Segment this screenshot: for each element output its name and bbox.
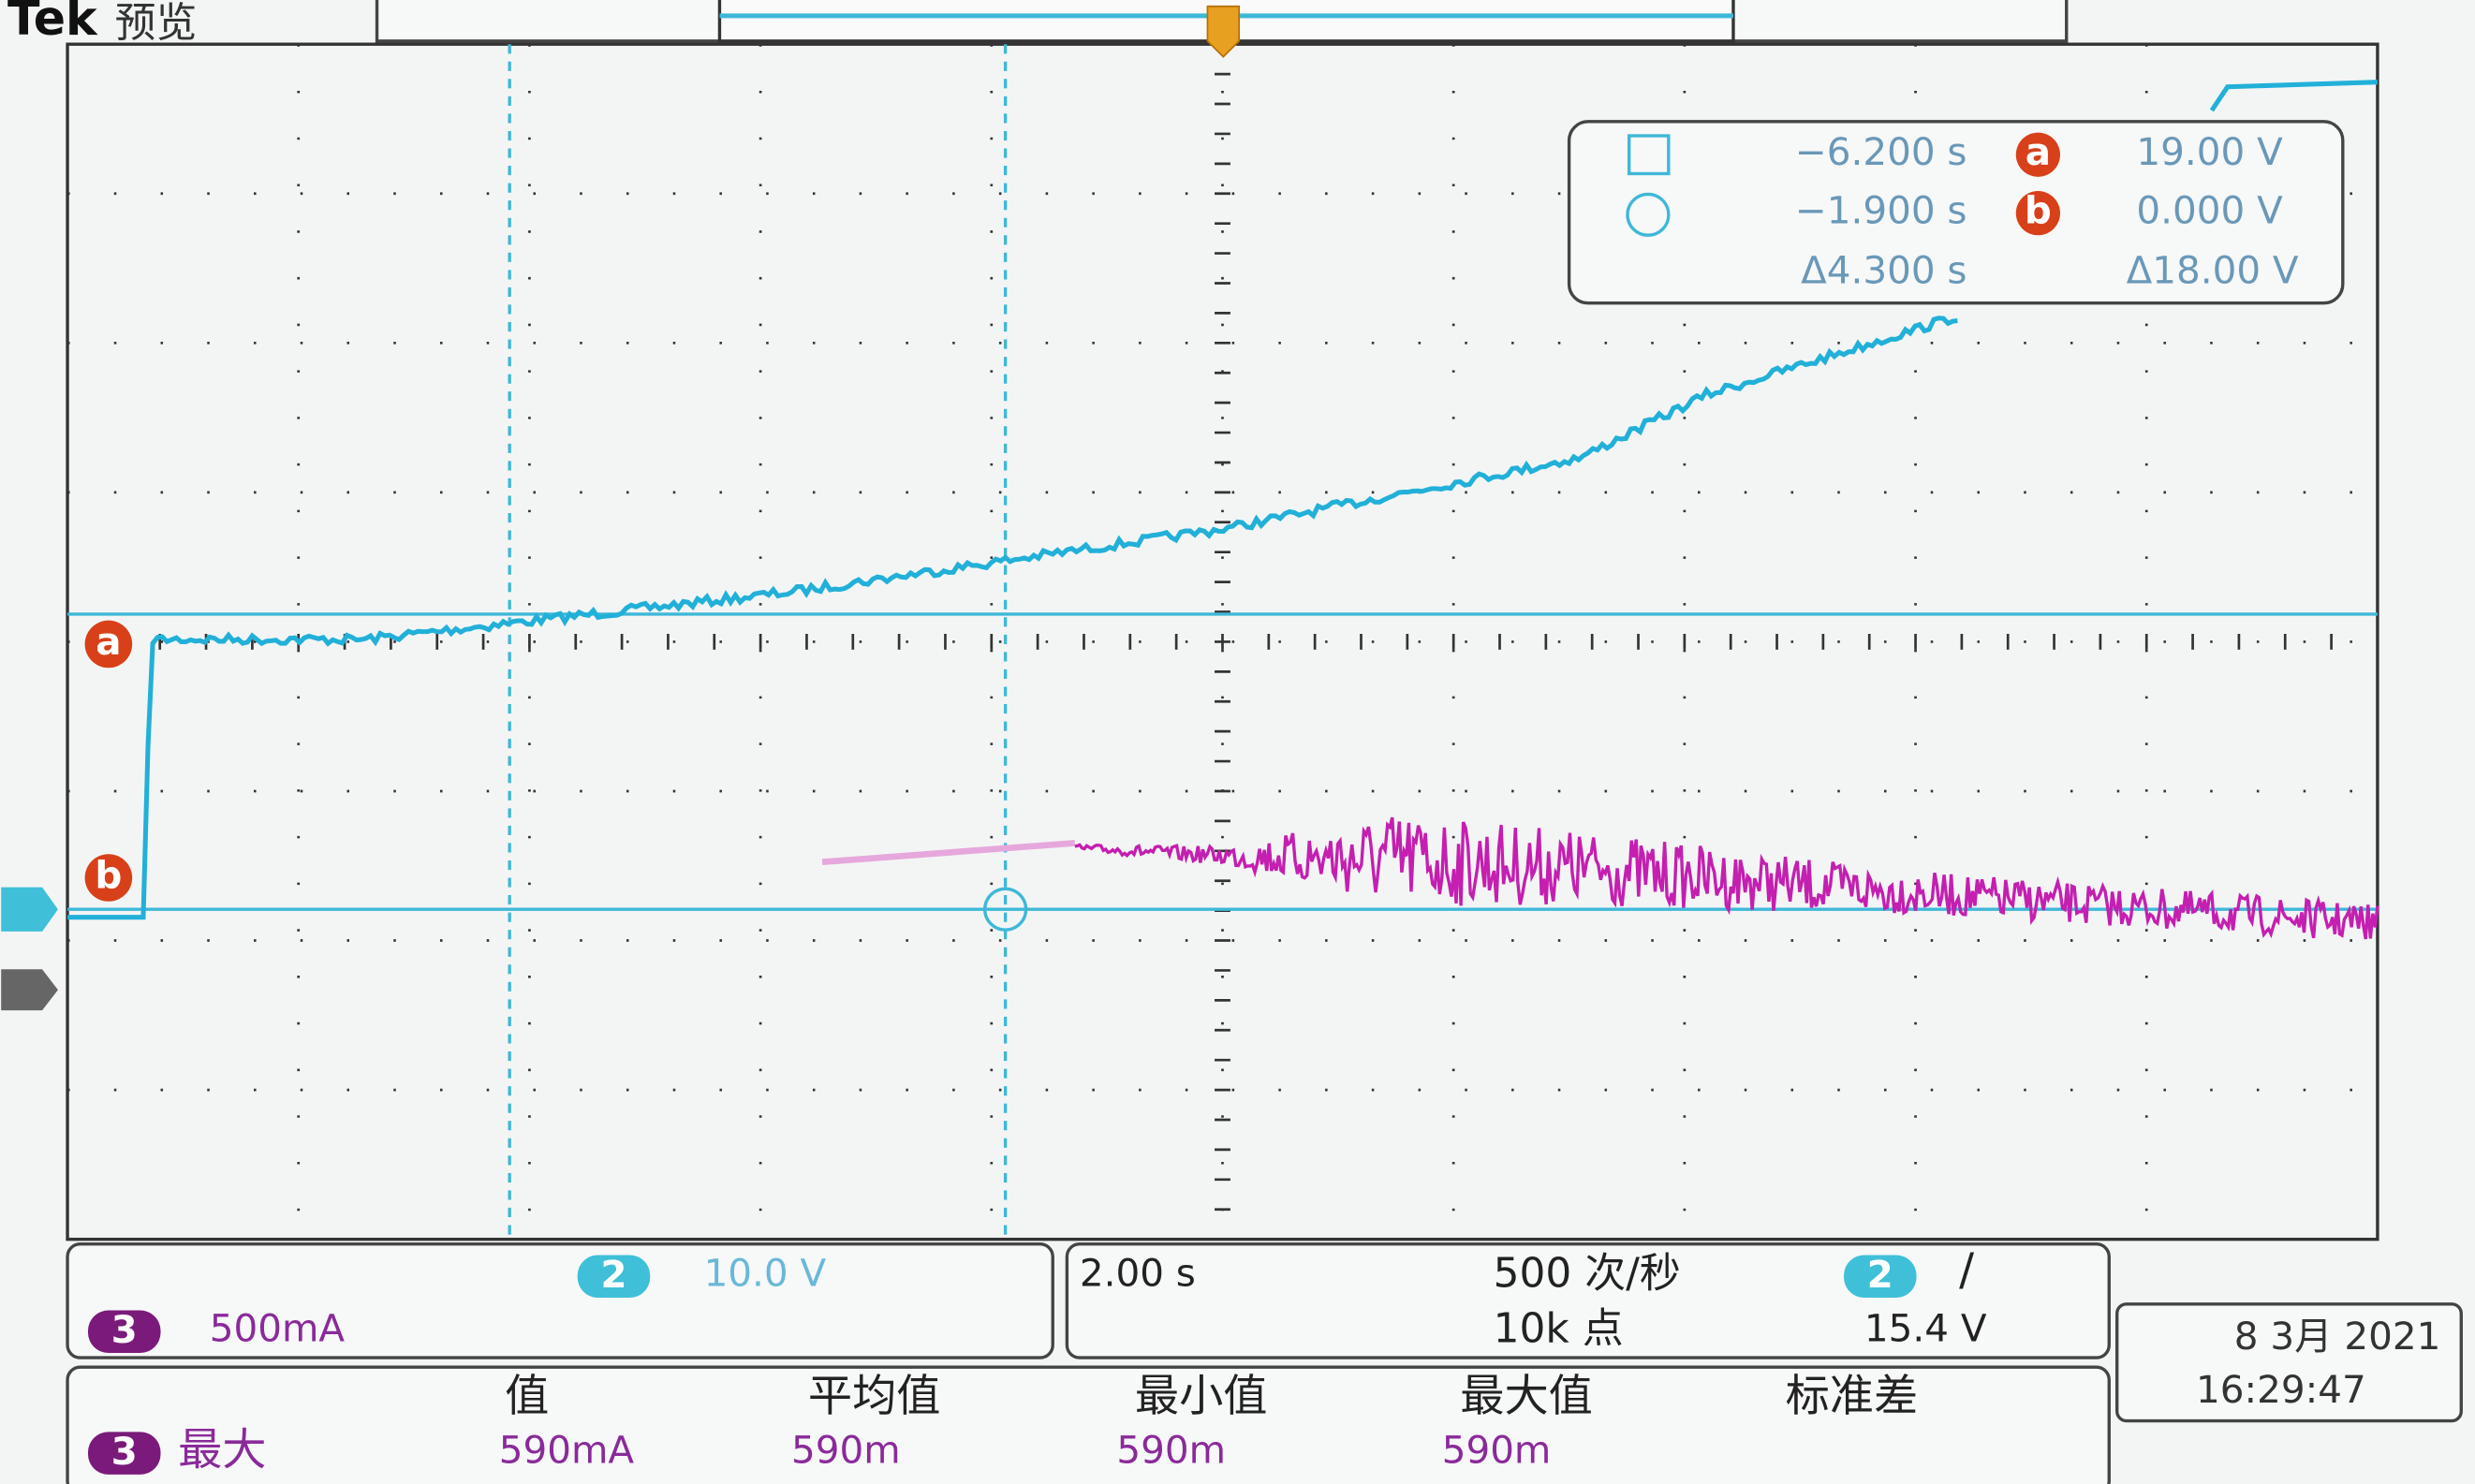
cursor-b-icon: [1626, 192, 1671, 237]
trigger-position-marker: [1206, 5, 1241, 58]
measurement-header: 值: [505, 1371, 549, 1422]
datetime-panel: [2115, 1302, 2463, 1423]
cursor-delta-value: Δ18.00 V: [2127, 248, 2299, 293]
channel-3-ground-marker: [1, 969, 58, 1011]
channel-badge: [577, 1255, 651, 1299]
cursor-b-value: 0.000 V: [2136, 188, 2283, 233]
channel-3-scale: 500mA: [210, 1305, 346, 1350]
marker-badge: [84, 854, 133, 902]
channel-badge: [87, 1432, 161, 1475]
channel-2-scale: 10.0 V: [704, 1250, 827, 1295]
measurement-panel: [66, 1365, 2111, 1484]
measurement-mean: 590m: [791, 1427, 901, 1472]
channel-3-waveform: [1074, 816, 2379, 940]
marker-badge: [2015, 132, 2060, 177]
vertical-panel: [66, 1242, 1054, 1359]
waveform-marker-a: a: [96, 619, 121, 664]
measurement-header: 最小值: [1135, 1371, 1268, 1422]
trigger-source: 2: [1867, 1252, 1893, 1297]
cursor-a-icon: [1627, 134, 1671, 176]
measurement-header: 最大值: [1460, 1371, 1593, 1422]
cursor-b-time: −1.900 s: [1795, 188, 1967, 233]
cursor-delta-time: Δ4.300 s: [1801, 248, 1967, 293]
waveform-marker-b: b: [95, 853, 122, 898]
measurement-header: 平均值: [808, 1371, 941, 1422]
channel-2-ground-marker: [1, 887, 58, 932]
trigger-level: 15.4 V: [1864, 1305, 1987, 1350]
marker-badge: [2015, 191, 2060, 236]
measurement-value: 590mA: [499, 1427, 635, 1472]
measurement-min: 590m: [1116, 1427, 1226, 1472]
record-length: 10k 点: [1494, 1304, 1624, 1352]
date: 8 3月 2021: [2234, 1314, 2441, 1359]
cursor-a-value: 19.00 V: [2136, 129, 2283, 174]
measurement-source: 3: [111, 1429, 138, 1474]
timebase-scale: 2.00 s: [1080, 1250, 1196, 1295]
trigger-slope: /: [1959, 1244, 1974, 1296]
measurement-type: 最大: [178, 1424, 266, 1476]
marker-label: a: [2026, 129, 2051, 174]
channel-2-badge: 2: [600, 1252, 626, 1297]
marker-badge: [84, 620, 133, 669]
cursor-crosshair: [983, 887, 1028, 932]
sample-rate: 500 次/秒: [1494, 1249, 1681, 1297]
cursor-a-time: −6.200 s: [1795, 129, 1967, 174]
channel-3-faint-trace: [821, 840, 1076, 866]
measurement-header: 标准差: [1786, 1371, 1919, 1422]
cursor-readout: [1567, 120, 2345, 305]
channel-3-badge: 3: [111, 1307, 138, 1352]
mode: 预览: [115, 0, 198, 47]
measurement-table: 值 平均值 最小值 最大值 标准差 3 最大 590mA 590m 590m 5…: [87, 1371, 1919, 1476]
measurement-max: 590m: [1442, 1427, 1552, 1472]
brand: Tek: [7, 0, 98, 46]
marker-label: b: [2025, 188, 2052, 233]
time: 16:29:47: [2196, 1367, 2366, 1412]
channel-badge: [87, 1310, 161, 1354]
channel-2-waveform: [67, 80, 2378, 920]
channel-badge: [1843, 1255, 1917, 1299]
